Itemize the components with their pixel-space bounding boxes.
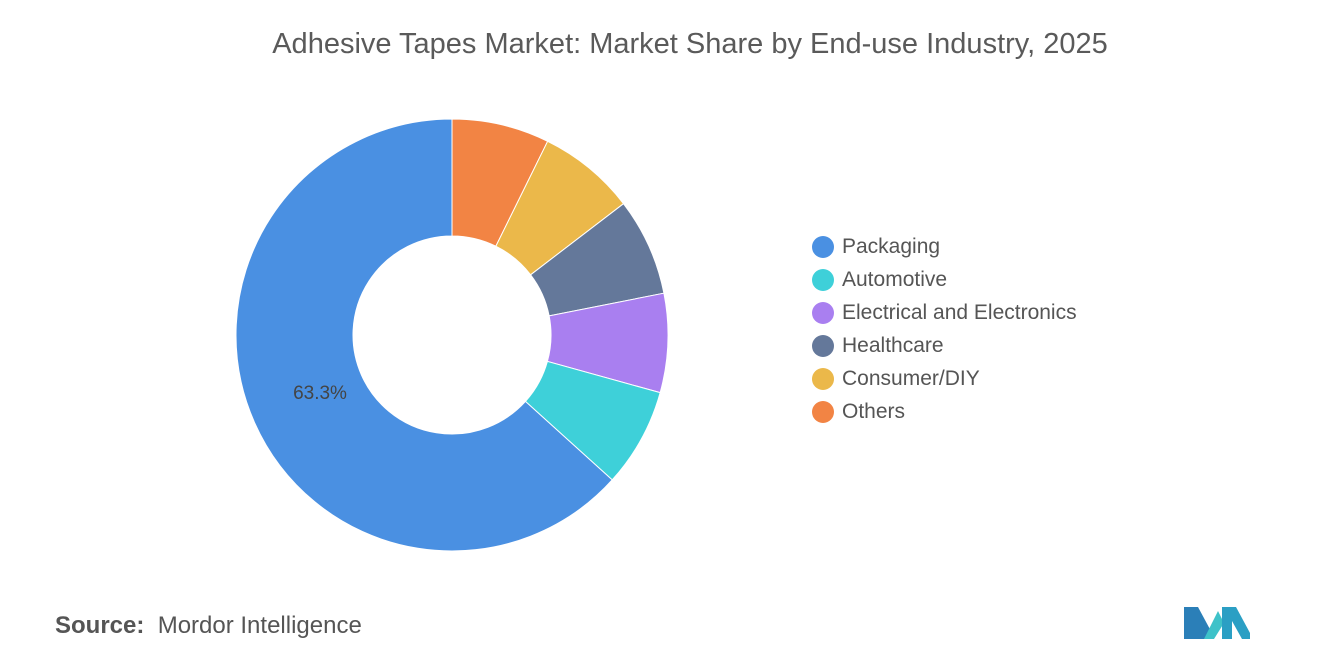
- legend-item: Automotive: [812, 263, 1077, 296]
- data-label: 63.3%: [293, 383, 347, 404]
- chart-title: Adhesive Tapes Market: Market Share by E…: [272, 28, 1108, 60]
- legend-item: Packaging: [812, 230, 1077, 263]
- legend-item: Healthcare: [812, 329, 1077, 362]
- legend-item: Electrical and Electronics: [812, 296, 1077, 329]
- legend: Packaging Automotive Electrical and Electr…: [812, 230, 1077, 428]
- source-label: Source:: [55, 612, 145, 639]
- legend-swatch: [812, 367, 834, 390]
- source-value: Mordor Intelligence: [157, 612, 362, 639]
- legend-swatch: [812, 268, 834, 291]
- legend-label: Healthcare: [842, 333, 944, 357]
- source-note: Source: Mordor Intelligence: [55, 612, 362, 640]
- legend-label: Consumer/DIY: [842, 366, 980, 390]
- legend-label: Packaging: [842, 234, 941, 258]
- legend-label: Automotive: [842, 267, 948, 291]
- legend-label: Electrical and Electronics: [842, 300, 1077, 324]
- legend-item: Others: [812, 395, 1077, 428]
- legend-label: Others: [842, 399, 906, 423]
- legend-item: Consumer/DIY: [812, 362, 1077, 395]
- mordor-logo: [1184, 607, 1250, 639]
- legend-swatch: [812, 301, 834, 324]
- legend-swatch: [812, 334, 834, 357]
- legend-swatch: [812, 235, 834, 258]
- legend-swatch: [812, 400, 834, 423]
- slice-packaging: [235, 118, 613, 552]
